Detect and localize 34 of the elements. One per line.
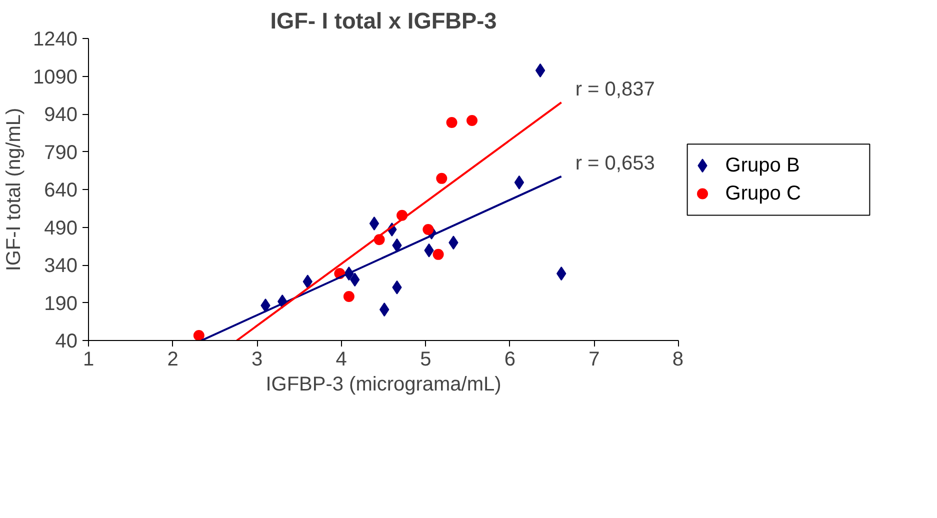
y-tick-label: 340 [44, 255, 78, 277]
x-tick-label: 5 [420, 348, 432, 370]
y-tick-label: 940 [44, 104, 78, 126]
point [432, 248, 444, 260]
legend-label: Grupo C [725, 182, 801, 205]
point [369, 216, 380, 230]
point [422, 224, 434, 236]
x-tick-label: 8 [672, 348, 684, 370]
series-label: r = 0,653 [575, 152, 655, 174]
series-label: r = 0,837 [575, 78, 655, 100]
x-tick-label: 2 [167, 348, 178, 370]
y-axis-title: IGF-I total (ng/mL) [3, 108, 26, 272]
y-tick-label: 1090 [33, 66, 78, 88]
x-tick-label: 7 [588, 348, 600, 370]
y-tick-label: 640 [44, 180, 78, 202]
chart-title: IGF- I total x IGFBP-3 [270, 8, 497, 34]
x-tick-label: 3 [252, 348, 263, 370]
point [466, 115, 478, 126]
point [535, 63, 546, 78]
point [446, 117, 458, 128]
point [343, 290, 354, 302]
point [514, 175, 524, 190]
point [193, 330, 204, 340]
legend-label: Grupo B [725, 154, 800, 177]
x-tick-label: 6 [504, 348, 516, 370]
point [436, 172, 448, 184]
y-tick-label: 40 [55, 330, 78, 352]
x-tick-label: 1 [82, 348, 94, 370]
x-tick-label: 4 [336, 348, 347, 370]
y-tick-label: 1240 [33, 28, 78, 50]
x-axis-title: IGFBP-3 (micrograma/mL) [266, 374, 502, 396]
y-tick-label: 490 [44, 217, 78, 240]
y-tick-label: 790 [44, 142, 78, 164]
y-tick-label: 190 [44, 292, 78, 315]
